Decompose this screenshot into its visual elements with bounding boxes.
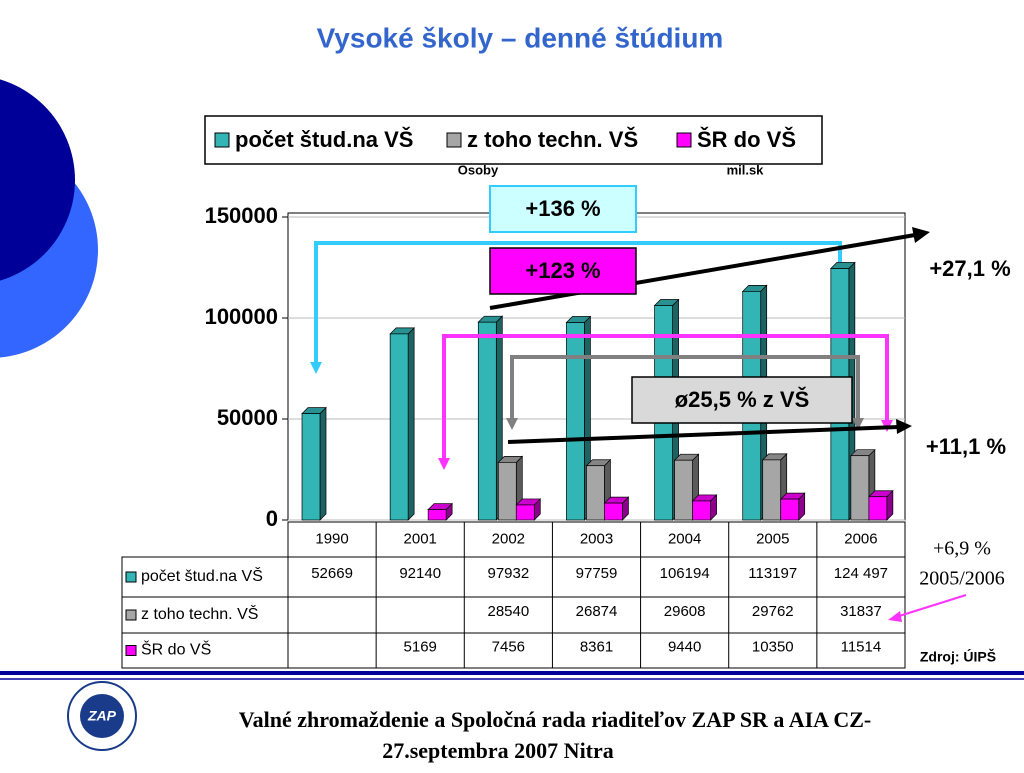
legend-label: z toho techn. VŠ	[467, 127, 638, 152]
table-value: 7456	[492, 638, 525, 655]
table-value: 106194	[660, 565, 710, 582]
arrow	[510, 355, 860, 420]
table-value: 92140	[399, 565, 441, 582]
bar	[477, 321, 497, 521]
logo	[80, 694, 124, 738]
x-tick-label: 2003	[580, 530, 613, 547]
bar	[301, 413, 321, 521]
bar	[762, 459, 782, 521]
row-label: z toho techn. VŠ	[141, 604, 258, 623]
legend-swatch	[125, 571, 137, 583]
bars	[301, 261, 894, 521]
table-value: 11514	[841, 638, 882, 655]
table-value: 26874	[576, 603, 618, 620]
unit-label: Osoby	[458, 162, 499, 177]
source: Zdroj: ÚIPŠ	[920, 648, 996, 665]
x-tick-label: 2006	[844, 530, 877, 547]
annotation-box	[631, 376, 853, 424]
table-value: 124 497	[834, 565, 888, 582]
arrowhead	[310, 362, 322, 374]
annotation: 2005/2006	[919, 568, 1005, 590]
table-value: 97759	[576, 565, 618, 582]
legend: počet štud.na VŠ z toho techn. VŠ ŠR do VŠ	[214, 127, 796, 152]
x-tick-label: 1990	[315, 530, 348, 547]
bar	[604, 502, 623, 521]
annotation-box	[489, 247, 637, 295]
legend-swatch	[676, 132, 692, 148]
table-value: 97932	[487, 565, 529, 582]
annotation: +123 %	[525, 258, 600, 283]
legend-swatch	[125, 645, 137, 656]
bar	[868, 496, 888, 521]
trend-arrow	[489, 233, 916, 310]
arrows	[310, 227, 967, 622]
y-tick-label: 100000	[205, 304, 278, 329]
table-value: 8361	[580, 638, 613, 655]
row-label: ŠR do VŠ	[141, 640, 211, 659]
x-tick-label: 2001	[404, 530, 437, 547]
bar	[692, 500, 711, 521]
table-value: 52669	[311, 565, 353, 582]
bar	[780, 498, 800, 521]
arrow	[314, 241, 842, 365]
table-value: 29608	[664, 603, 706, 620]
x-tick-label: 2005	[756, 530, 789, 547]
table-value: 9440	[668, 638, 701, 655]
table-value: 10350	[752, 638, 794, 655]
legend-swatch	[214, 132, 230, 148]
trend-arrow	[507, 425, 899, 444]
arrow	[442, 334, 889, 462]
annotation-box	[489, 185, 637, 233]
annotation: +27,1 %	[929, 256, 1010, 281]
x-tick-label: 2002	[492, 530, 525, 547]
slide-title: Vysoké školy – denné štúdium	[317, 22, 724, 53]
legend-label: ŠR do VŠ	[697, 127, 796, 152]
legend-label: počet štud.na VŠ	[235, 127, 413, 152]
bar	[427, 509, 447, 521]
arrowhead	[438, 458, 450, 470]
annotation: +11,1 %	[926, 434, 1006, 459]
y-tick-label: 0	[266, 506, 278, 531]
arrowhead	[888, 611, 902, 622]
y-tick-label: 50000	[217, 405, 278, 430]
footer-text: 27.septembra 2007 Nitra	[382, 738, 614, 763]
legend-swatch	[125, 609, 137, 621]
arrowhead	[506, 418, 518, 430]
annotation: +136 %	[525, 196, 600, 221]
table-value: 31837	[840, 603, 882, 620]
bar	[389, 333, 409, 521]
x-tick-label: 2004	[668, 530, 701, 547]
row-label: počet štud.na VŠ	[141, 566, 263, 585]
bar-side	[407, 327, 415, 521]
bar	[674, 459, 693, 521]
bar	[497, 461, 517, 521]
bar	[586, 465, 605, 521]
footer-text: Valné zhromaždenie a Spoločná rada riadi…	[239, 707, 871, 732]
table-value: 5169	[404, 638, 437, 655]
arrowhead	[896, 419, 912, 434]
table-value: 29762	[752, 603, 794, 620]
bar	[566, 322, 585, 521]
bar-side	[319, 406, 327, 521]
annotation: +6,9 %	[933, 538, 991, 560]
annotation: ø25,5 % z VŠ	[675, 387, 810, 412]
legend-swatch	[446, 132, 462, 148]
arrowhead	[912, 227, 930, 243]
bar	[850, 455, 870, 521]
data-table: 1990 2001 2002 2003 2004 2005 2006 počet štud.n…	[121, 521, 906, 669]
table-value: 113197	[748, 565, 797, 582]
bar	[515, 504, 535, 521]
legend-box	[204, 115, 823, 165]
arrowhead	[852, 418, 864, 430]
arrow	[895, 594, 967, 618]
y-tick-label: 150000	[205, 203, 278, 228]
table-value: 28540	[487, 603, 529, 620]
unit-label: mil.sk	[727, 162, 765, 177]
decor-circle	[0, 79, 75, 281]
logo-text: ZAP	[87, 708, 117, 724]
